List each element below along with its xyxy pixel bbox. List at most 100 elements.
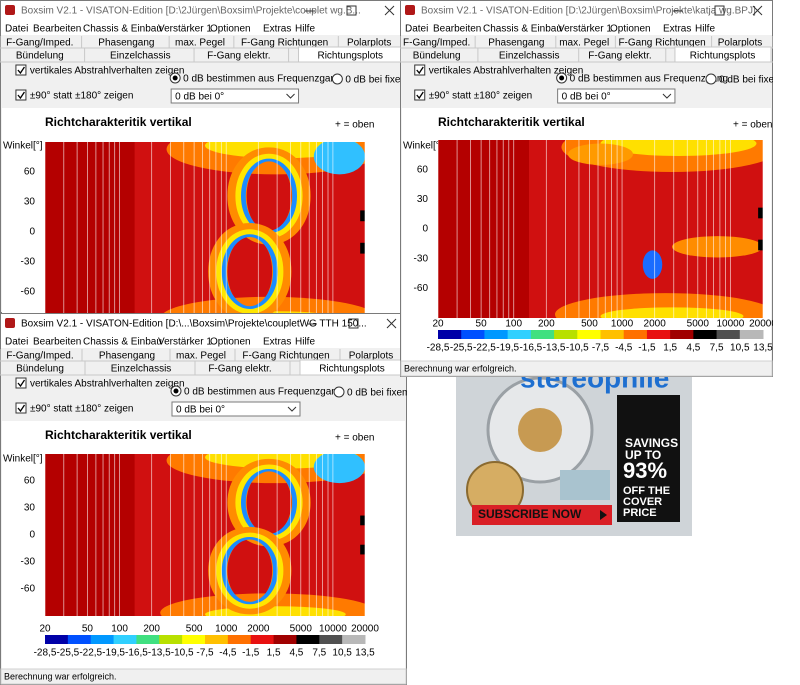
tab[interactable]: Bündelung — [16, 364, 64, 375]
radio-label[interactable]: 0 dB bestimmen aus Frequenzgang — [184, 387, 342, 398]
close-button[interactable] — [386, 318, 397, 329]
x-tick-label: 2000 — [247, 624, 270, 635]
menu-item[interactable]: Chassis & Einbau — [483, 24, 562, 35]
close-button[interactable] — [384, 5, 395, 16]
dropdown[interactable] — [170, 88, 300, 104]
colorbar-tick-label: -13,5 — [543, 343, 566, 354]
dropdown-value[interactable]: 0 dB bei 0° — [176, 405, 225, 416]
tab[interactable]: Phasengang — [99, 351, 155, 362]
tab[interactable]: Phasengang — [488, 38, 544, 49]
tab[interactable]: F-Gang elektr. — [207, 51, 270, 62]
menu-item[interactable]: Hilfe — [295, 24, 315, 35]
maximize-button[interactable] — [348, 318, 359, 329]
colorbar-cell — [670, 330, 694, 339]
tab[interactable]: Polarplots — [347, 38, 391, 49]
advertisement[interactable]: stereophile SAVINGS UP TO 93% OFF THE CO… — [456, 362, 692, 536]
x-tick-label: 20000 — [749, 319, 777, 330]
tab[interactable]: F-Gang Richtungen — [618, 38, 705, 49]
menu-item[interactable]: Optionen — [210, 24, 251, 35]
dropdown-value[interactable]: 0 dB bei 0° — [175, 92, 224, 103]
ad-cta-text[interactable]: SUBSCRIBE NOW — [478, 507, 582, 521]
radio-label[interactable]: 0 dB bei fixem Pe — [345, 75, 424, 86]
tab[interactable]: max. Pegel — [559, 38, 609, 49]
tab[interactable]: Polarplots — [718, 38, 762, 49]
menu-item[interactable]: Extras — [263, 337, 291, 348]
checkbox[interactable] — [414, 64, 426, 76]
tab[interactable]: F-Gang Richtungen — [242, 351, 329, 362]
tab[interactable]: F-Gang/Imped. — [403, 38, 470, 49]
checkbox-label[interactable]: ±90° statt ±180° zeigen — [30, 91, 133, 102]
dropdown[interactable] — [171, 401, 301, 417]
y-tick-label: -60 — [21, 287, 36, 298]
tab[interactable]: F-Gang/Imped. — [6, 38, 73, 49]
plot-title: Richtcharakteritik vertikal — [45, 428, 192, 442]
radio-label[interactable]: 0 dB bei fixem Pe — [347, 388, 426, 399]
menu-item[interactable]: Verstärker 1 — [158, 337, 212, 348]
tab[interactable]: Phasengang — [98, 38, 154, 49]
checkbox[interactable] — [15, 89, 27, 101]
tab[interactable]: F-Gang/Imped. — [6, 351, 73, 362]
close-button[interactable] — [752, 5, 763, 16]
checkbox[interactable] — [15, 377, 27, 389]
colorbar-tick-label: -19,5 — [102, 648, 125, 659]
checkbox-label[interactable]: vertikales Abstrahlverhalten zeigen — [30, 66, 185, 77]
checkbox-label[interactable]: vertikales Abstrahlverhalten zeigen — [429, 66, 584, 77]
radio-button[interactable] — [705, 73, 717, 85]
checkbox-label[interactable]: ±90° statt ±180° zeigen — [30, 404, 133, 415]
colorbar-cell — [600, 330, 625, 339]
colorbar-cell — [716, 330, 741, 339]
tab[interactable]: Bündelung — [16, 51, 64, 62]
tab[interactable]: Bündelung — [413, 51, 461, 62]
colorbar-tick-label: -10,5 — [566, 343, 589, 354]
checkbox[interactable] — [15, 402, 27, 414]
checkbox[interactable] — [15, 64, 27, 76]
menu-item[interactable]: Bearbeiten — [33, 337, 81, 348]
heatmap — [438, 140, 763, 318]
tab[interactable]: Richtungsplots — [690, 51, 756, 62]
tab[interactable]: F-Gang elektr. — [588, 51, 651, 62]
heat-patch — [313, 142, 365, 175]
y-tick-label: -30 — [21, 257, 36, 268]
maximize-button[interactable] — [714, 5, 725, 16]
checkbox-label[interactable]: ±90° statt ±180° zeigen — [429, 91, 532, 102]
tab[interactable]: Richtungsplots — [319, 364, 385, 375]
menu-item[interactable]: Verstärker 1 — [158, 24, 212, 35]
colorbar-tick-label: 13,5 — [355, 648, 375, 659]
maximize-button[interactable] — [346, 5, 357, 16]
menu-item[interactable]: Datei — [405, 24, 428, 35]
menu-item[interactable]: Hilfe — [295, 337, 315, 348]
dropdown[interactable] — [557, 88, 676, 104]
checkbox-label[interactable]: vertikales Abstrahlverhalten zeigen — [30, 379, 185, 390]
radio-label[interactable]: 0 dB bei fixem Pe — [719, 75, 798, 86]
tab[interactable]: max. Pegel — [176, 351, 226, 362]
tab[interactable]: Einzelchassis — [111, 364, 172, 375]
y-tick-label: -30 — [414, 253, 429, 264]
tab[interactable]: Polarplots — [349, 351, 393, 362]
menu-item[interactable]: Extras — [263, 24, 291, 35]
menu-item[interactable]: Bearbeiten — [433, 24, 481, 35]
radio-label[interactable]: 0 dB bestimmen aus Frequenzgang — [183, 74, 341, 85]
tab[interactable]: F-Gang Richtungen — [241, 38, 328, 49]
menu-item[interactable]: Datei — [5, 337, 28, 348]
dropdown-value[interactable]: 0 dB bei 0° — [562, 92, 611, 103]
plot-title: Richtcharakteritik vertikal — [438, 115, 585, 129]
menu-item[interactable]: Bearbeiten — [33, 24, 81, 35]
tab[interactable]: Einzelchassis — [499, 51, 560, 62]
menu-item[interactable]: Optionen — [610, 24, 651, 35]
menu-item[interactable]: Optionen — [210, 337, 251, 348]
menu-item[interactable]: Verstärker 1 — [558, 24, 612, 35]
menu-item[interactable]: Extras — [663, 24, 691, 35]
ad-cta-button[interactable] — [472, 505, 612, 525]
menu-item[interactable]: Chassis & Einbau — [83, 24, 162, 35]
radio-button[interactable] — [331, 73, 343, 85]
tab[interactable]: F-Gang elektr. — [208, 364, 271, 375]
menu-item[interactable]: Datei — [5, 24, 28, 35]
tab[interactable]: Einzelchassis — [110, 51, 171, 62]
radio-label[interactable]: 0 dB bestimmen aus Frequenzgang — [570, 74, 728, 85]
checkbox[interactable] — [414, 89, 426, 101]
tab[interactable]: max. Pegel — [175, 38, 225, 49]
menu-item[interactable]: Chassis & Einbau — [83, 337, 162, 348]
tab[interactable]: Richtungsplots — [317, 51, 383, 62]
menu-item[interactable]: Hilfe — [695, 24, 715, 35]
radio-button[interactable] — [333, 386, 345, 398]
